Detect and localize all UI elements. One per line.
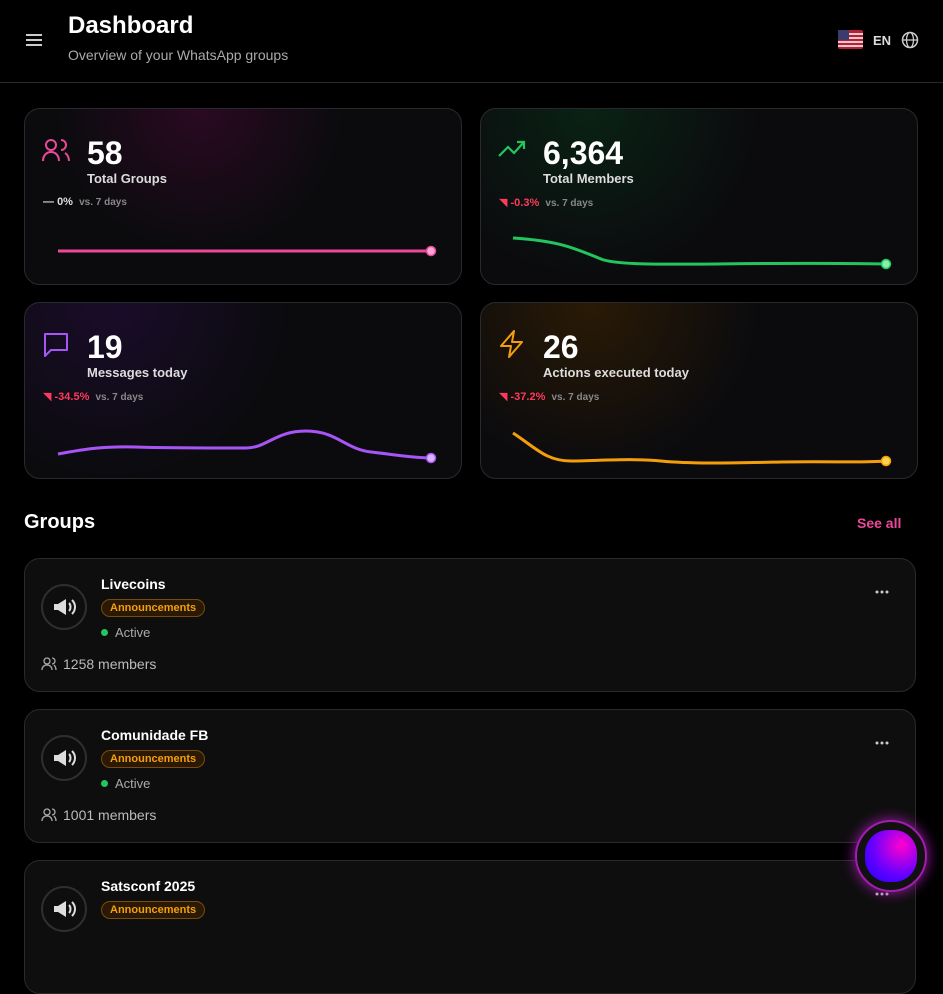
dots-icon: [875, 741, 889, 745]
flag[interactable]: [838, 30, 863, 49]
group-avatar: [41, 886, 87, 932]
page-subtitle: Overview of your WhatsApp groups: [68, 47, 289, 63]
page-title: Dashboard: [68, 12, 194, 39]
stat-value: 26: [543, 329, 579, 365]
change-period: vs. 7 days: [95, 392, 144, 403]
change-period: vs. 7 days: [79, 197, 127, 208]
stat-card: 6,364 Total Members ◥ -0.3% vs. 7 days: [480, 108, 918, 285]
users-icon: [41, 657, 57, 671]
group-status: Active: [115, 625, 151, 640]
sparkline: [512, 431, 892, 467]
section-title: Groups: [24, 511, 96, 533]
globe-icon[interactable]: [901, 31, 919, 49]
change-period: vs. 7 days: [551, 392, 600, 403]
group-name: Satsconf 2025: [101, 878, 196, 894]
dots-icon: [875, 590, 889, 594]
group-tag: Announcements: [101, 599, 206, 617]
more-button[interactable]: [875, 732, 889, 750]
assistant-button[interactable]: [855, 820, 927, 892]
stat-label: Total Members: [543, 171, 634, 186]
change-value: -0.3%: [510, 197, 540, 209]
trend-icon: [498, 140, 526, 157]
assistant-orb: [865, 830, 917, 882]
change-value: -34.5%: [54, 391, 90, 403]
stat-label: Total Groups: [87, 171, 167, 186]
stat-value: 58: [87, 135, 123, 171]
stat-change: ◥ -37.2% vs. 7 days: [499, 391, 600, 403]
more-button[interactable]: [875, 581, 889, 599]
change-value: -37.2%: [510, 391, 546, 403]
stat-change: — 0% vs. 7 days: [43, 196, 127, 208]
header: Dashboard Overview of your WhatsApp grou…: [0, 0, 943, 83]
stat-value: 19: [87, 329, 123, 365]
bolt-icon: [500, 330, 523, 358]
stat-change: ◥ -0.3% vs. 7 days: [499, 197, 594, 209]
group-avatar: [41, 735, 87, 781]
speaker-icon: [54, 599, 76, 615]
stat-card: 19 Messages today ◥ -34.5% vs. 7 days: [24, 302, 462, 479]
message-icon: [44, 333, 68, 357]
dots-icon: [875, 892, 889, 896]
change-value: 0%: [57, 196, 73, 208]
change-period: vs. 7 days: [545, 198, 594, 209]
more-button[interactable]: [875, 883, 889, 901]
stat-value: 6,364: [543, 135, 624, 171]
stat-label: Actions executed today: [543, 365, 689, 380]
see-all-link[interactable]: See all: [857, 515, 902, 531]
group-status: Active: [115, 776, 151, 791]
group-avatar: [41, 584, 87, 630]
menu-button[interactable]: [25, 33, 43, 47]
stat-label: Messages today: [87, 365, 188, 380]
status-dot: [101, 780, 108, 787]
group-card[interactable]: Livecoins Announcements Active 1258 members: [24, 558, 916, 692]
sparkline: [57, 429, 437, 464]
group-card[interactable]: Satsconf 2025 Announcements: [24, 860, 916, 994]
group-card[interactable]: Comunidade FB Announcements Active 1001 mem…: [24, 709, 916, 843]
group-name: Livecoins: [101, 576, 166, 592]
status-dot: [101, 629, 108, 636]
group-name: Comunidade FB: [101, 727, 209, 743]
stat-card: 58 Total Groups — 0% vs. 7 days: [24, 108, 462, 285]
group-tag: Announcements: [101, 750, 206, 768]
speaker-icon: [54, 750, 76, 766]
sparkline: [512, 236, 892, 270]
users-icon: [41, 808, 57, 822]
group-members: 1258 members: [41, 656, 156, 672]
stat-change: ◥ -34.5% vs. 7 days: [43, 391, 144, 403]
stat-card: 26 Actions executed today ◥ -37.2% vs. 7…: [480, 302, 918, 479]
users-icon: [42, 139, 70, 162]
group-members: 1001 members: [41, 807, 156, 823]
speaker-icon: [54, 901, 76, 917]
group-tag: Announcements: [101, 901, 206, 919]
language[interactable]: EN: [873, 33, 892, 48]
sparkline: [58, 245, 437, 257]
